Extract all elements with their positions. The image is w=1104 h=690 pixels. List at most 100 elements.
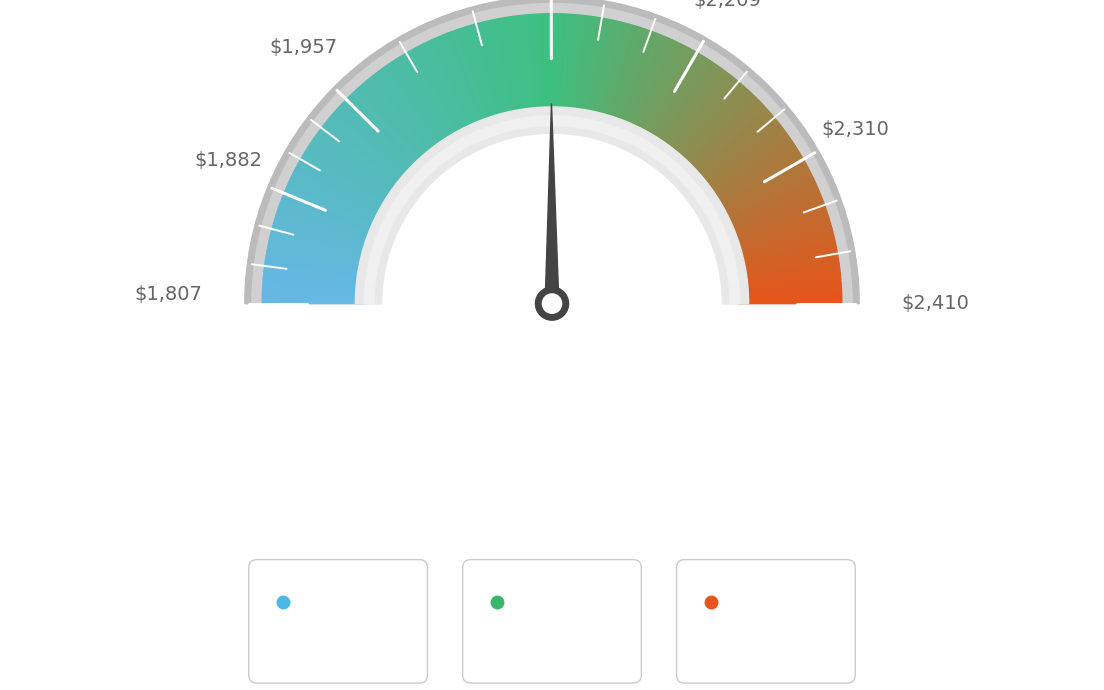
Wedge shape xyxy=(355,88,427,166)
Wedge shape xyxy=(739,291,841,298)
Wedge shape xyxy=(347,97,422,172)
Wedge shape xyxy=(321,126,405,191)
Wedge shape xyxy=(725,197,822,237)
Wedge shape xyxy=(728,208,827,244)
Wedge shape xyxy=(437,37,480,132)
Wedge shape xyxy=(686,101,761,175)
Text: ($2,108): ($2,108) xyxy=(508,635,596,655)
Text: $2,410: $2,410 xyxy=(902,294,969,313)
Wedge shape xyxy=(612,29,647,128)
Wedge shape xyxy=(339,105,416,177)
Wedge shape xyxy=(564,14,573,118)
Wedge shape xyxy=(386,64,447,150)
Wedge shape xyxy=(707,141,794,201)
Wedge shape xyxy=(716,167,809,217)
Wedge shape xyxy=(269,237,371,263)
Wedge shape xyxy=(351,92,424,169)
Wedge shape xyxy=(554,14,558,117)
Wedge shape xyxy=(734,246,837,268)
Wedge shape xyxy=(633,43,681,137)
FancyBboxPatch shape xyxy=(677,560,856,683)
Wedge shape xyxy=(737,270,840,284)
Wedge shape xyxy=(295,167,388,217)
Wedge shape xyxy=(560,14,567,117)
Wedge shape xyxy=(331,115,411,184)
Wedge shape xyxy=(516,16,531,119)
Wedge shape xyxy=(344,99,421,173)
Wedge shape xyxy=(631,41,678,136)
Wedge shape xyxy=(602,24,633,125)
Wedge shape xyxy=(279,203,378,241)
Wedge shape xyxy=(374,72,439,157)
Wedge shape xyxy=(316,133,401,196)
Wedge shape xyxy=(570,15,582,118)
Text: $2,310: $2,310 xyxy=(821,120,890,139)
Wedge shape xyxy=(263,291,365,298)
Wedge shape xyxy=(284,191,380,233)
Wedge shape xyxy=(265,264,368,280)
Wedge shape xyxy=(269,235,371,261)
Wedge shape xyxy=(624,37,667,132)
Wedge shape xyxy=(626,38,670,133)
Wedge shape xyxy=(722,186,818,230)
Wedge shape xyxy=(719,175,813,222)
Wedge shape xyxy=(549,14,552,117)
Wedge shape xyxy=(697,121,779,188)
Wedge shape xyxy=(362,82,432,163)
Wedge shape xyxy=(567,14,580,118)
Wedge shape xyxy=(498,19,519,121)
Wedge shape xyxy=(688,105,765,177)
Wedge shape xyxy=(274,220,373,252)
Wedge shape xyxy=(572,15,585,119)
Wedge shape xyxy=(712,156,803,210)
Wedge shape xyxy=(698,124,781,190)
Wedge shape xyxy=(680,92,753,169)
Wedge shape xyxy=(726,203,825,241)
Wedge shape xyxy=(512,16,529,119)
Wedge shape xyxy=(306,148,395,206)
Wedge shape xyxy=(732,228,832,257)
Wedge shape xyxy=(402,54,457,144)
Wedge shape xyxy=(382,68,444,153)
Wedge shape xyxy=(715,164,807,215)
Wedge shape xyxy=(683,99,760,173)
Wedge shape xyxy=(528,14,539,118)
Wedge shape xyxy=(672,82,742,163)
Wedge shape xyxy=(522,15,534,118)
Wedge shape xyxy=(635,44,683,137)
Wedge shape xyxy=(486,21,511,122)
Wedge shape xyxy=(669,79,736,160)
Wedge shape xyxy=(417,46,467,139)
Wedge shape xyxy=(501,18,521,120)
Wedge shape xyxy=(471,24,502,125)
Wedge shape xyxy=(577,17,594,119)
Wedge shape xyxy=(264,273,367,286)
Wedge shape xyxy=(439,35,481,132)
Wedge shape xyxy=(265,258,368,277)
Wedge shape xyxy=(648,56,704,146)
Wedge shape xyxy=(613,30,650,128)
Wedge shape xyxy=(736,262,839,278)
Wedge shape xyxy=(737,279,841,290)
Wedge shape xyxy=(323,124,406,190)
Wedge shape xyxy=(711,153,802,209)
Wedge shape xyxy=(289,177,384,224)
Wedge shape xyxy=(245,0,859,304)
Wedge shape xyxy=(319,128,404,193)
Wedge shape xyxy=(588,19,613,121)
Wedge shape xyxy=(524,14,537,118)
Wedge shape xyxy=(739,295,841,299)
Wedge shape xyxy=(682,97,757,172)
Text: Min Cost: Min Cost xyxy=(298,592,407,612)
Wedge shape xyxy=(709,148,798,206)
Wedge shape xyxy=(273,223,373,253)
Wedge shape xyxy=(301,156,392,210)
Wedge shape xyxy=(445,33,486,130)
Wedge shape xyxy=(732,232,834,259)
Wedge shape xyxy=(263,282,367,292)
Wedge shape xyxy=(507,17,524,119)
Wedge shape xyxy=(318,131,403,194)
Wedge shape xyxy=(687,103,763,176)
Wedge shape xyxy=(379,69,443,154)
Wedge shape xyxy=(655,62,715,150)
